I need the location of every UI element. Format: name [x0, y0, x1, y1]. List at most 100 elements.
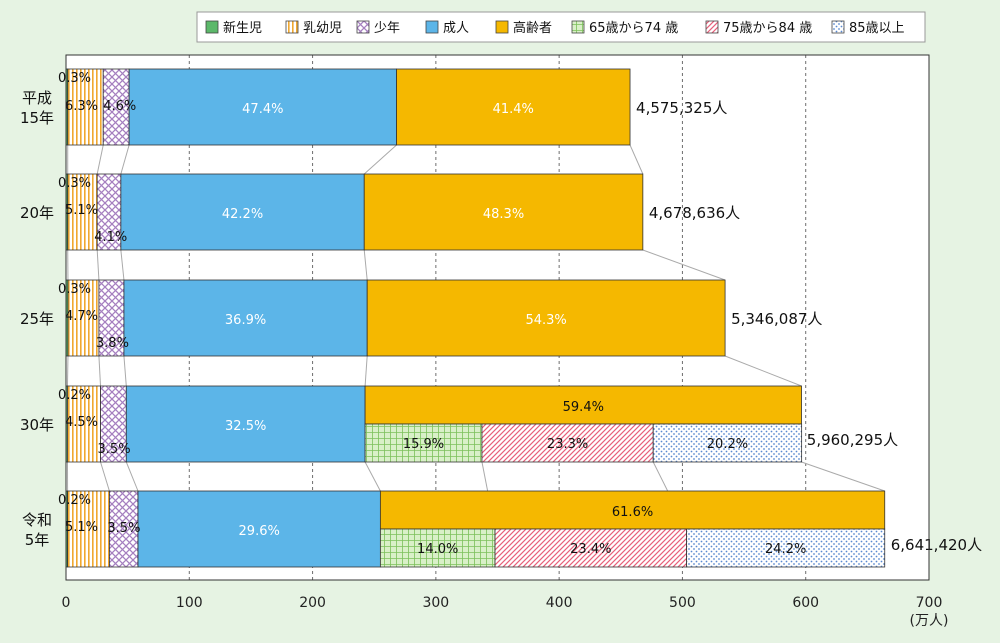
segment-label: 0.3%	[58, 71, 91, 86]
bar-group: 0.3% 5.1% 4.1% 42.2% 48.3% 4,678,636人	[58, 173, 740, 251]
segment-label: 61.6%	[612, 505, 653, 520]
segment-label: 14.0%	[417, 542, 458, 557]
segment-label: 36.9%	[225, 313, 266, 328]
segment-label: 0.2%	[58, 493, 91, 508]
bar-segment-youth	[108, 490, 139, 568]
legend-swatch	[705, 20, 719, 34]
segment-label: 0.2%	[58, 388, 91, 403]
segment-label: 3.5%	[107, 521, 140, 536]
segment-label: 24.2%	[765, 542, 806, 557]
connector-line	[100, 461, 110, 492]
bar-segment-adult	[137, 490, 381, 568]
connector-line	[629, 144, 644, 175]
category-label: 20年	[20, 204, 54, 222]
bar-segment-infant	[67, 173, 98, 251]
bar-segment-infant	[67, 385, 101, 463]
connector-line	[120, 249, 125, 281]
segment-label: 4.7%	[65, 309, 98, 324]
bar-segment-youth	[102, 68, 130, 146]
connector-line	[801, 461, 885, 492]
connector-line	[364, 355, 368, 387]
segment-label: 54.3%	[525, 313, 566, 328]
segment-label: 41.4%	[493, 102, 534, 117]
segment-label: 5.1%	[65, 520, 98, 535]
bar-segment-elderly	[366, 279, 726, 357]
bar-segment-age85	[652, 423, 803, 463]
bar-total-label: 5,960,295人	[807, 431, 898, 449]
x-tick-label: 600	[792, 595, 819, 611]
legend-swatch	[495, 20, 509, 34]
bar-segment-adult	[123, 279, 368, 357]
legend-swatch	[571, 20, 585, 34]
legend-swatch	[285, 20, 299, 34]
bar-group: 14.0% 23.4% 24.2% 0.2% 5.1% 3.5% 29.6% 61.6% 6,6…	[58, 490, 982, 568]
bar-total-label: 4,678,636人	[649, 204, 740, 222]
connector-line	[96, 249, 100, 281]
x-tick-label: 500	[669, 595, 696, 611]
category-label: 平成	[22, 89, 52, 107]
bar-segment-infant	[67, 279, 100, 357]
legend-label: 高齢者	[513, 20, 552, 36]
x-tick-label: 300	[422, 595, 449, 611]
x-tick-label: 400	[546, 595, 573, 611]
category-label: 15年	[20, 109, 54, 127]
segment-label: 59.4%	[563, 400, 604, 415]
segment-label: 0.3%	[58, 176, 91, 191]
x-tick-label: 700	[916, 595, 943, 611]
segment-label: 23.4%	[570, 542, 611, 557]
legend-box	[196, 11, 926, 43]
connector-line	[363, 249, 368, 281]
connector-line	[364, 461, 381, 492]
bar-segment-age75_84	[481, 423, 654, 463]
legend-swatch	[356, 20, 370, 34]
legend-swatch	[831, 20, 845, 34]
connector-line	[120, 144, 130, 175]
x-tick-label: 200	[299, 595, 326, 611]
bar-group: 15.9% 23.3% 20.2% 0.2% 4.5%3.5% 32.5% 59.4% 5,9…	[58, 385, 898, 463]
bar-segment-age75_84	[494, 528, 688, 568]
connector-line	[363, 144, 397, 175]
bar-segment-elderly	[363, 173, 644, 251]
segment-label: 23.3%	[547, 437, 588, 452]
connector-line	[123, 355, 127, 387]
segment-label: 4.5%	[65, 415, 98, 430]
bar-total-label: 5,346,087人	[731, 310, 822, 328]
segment-label: 6.3%	[65, 99, 98, 114]
segment-label: 4.1%	[94, 230, 127, 245]
segment-label: 29.6%	[239, 524, 280, 539]
segment-label: 48.3%	[483, 207, 524, 222]
bar-group: 0.3% 4.7% 3.8% 36.9% 54.3% 5,346,087人	[58, 279, 822, 357]
legend-label: 65歳から74 歳	[589, 21, 678, 36]
segment-label: 42.2%	[222, 207, 263, 222]
legend-label: 85歳以上	[849, 21, 905, 36]
connector-line	[96, 144, 104, 175]
segment-label: 47.4%	[242, 102, 283, 117]
segment-label: 32.5%	[225, 419, 266, 434]
segment-label: 0.3%	[58, 282, 91, 297]
segment-label: 4.6%	[103, 99, 136, 114]
legend-label: 新生児	[223, 20, 262, 36]
legend-label: 75歳から84 歳	[723, 21, 812, 36]
bar-segment-adult	[120, 173, 365, 251]
segment-label: 5.1%	[65, 203, 98, 218]
bar-segment-elderly	[364, 385, 802, 425]
connector-line	[125, 461, 139, 492]
segment-label: 3.8%	[96, 336, 129, 351]
category-label: 30年	[20, 416, 54, 434]
segment-label: 3.5%	[98, 442, 131, 457]
legend-swatch	[205, 20, 219, 34]
bar-segment-elderly	[396, 68, 631, 146]
bar-group: 0.3% 6.3% 4.6% 47.4% 41.4% 4,575,325人	[58, 68, 727, 146]
legend: 新生児 乳幼児 少年 成人 高齢者 65歳から74 歳 75歳から84 歳 85歳以上	[196, 11, 926, 43]
connector-line	[642, 249, 726, 281]
segment-label: 15.9%	[403, 437, 444, 452]
connector-line	[724, 355, 802, 387]
segment-label: 20.2%	[707, 437, 748, 452]
bar-segment-infant	[67, 68, 104, 146]
bar-segment-age65_74	[379, 528, 496, 568]
bar-segment-infant	[67, 490, 110, 568]
category-label: 5年	[25, 531, 50, 549]
bar-segment-youth	[100, 385, 127, 463]
